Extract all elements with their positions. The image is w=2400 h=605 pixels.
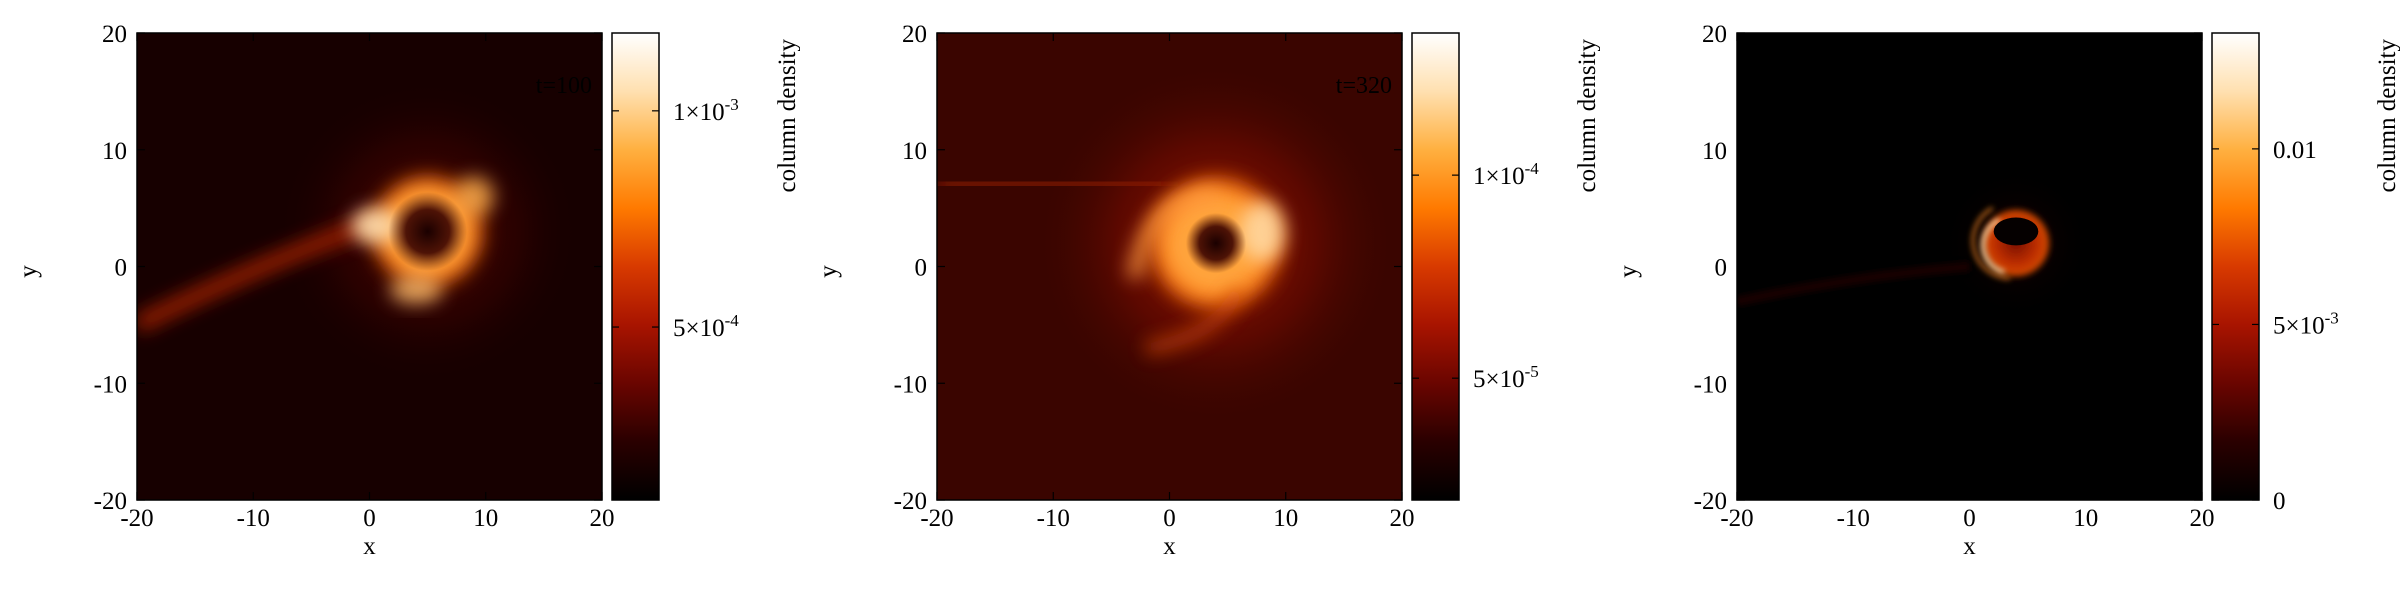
x-tick-label: 0	[1163, 505, 1176, 532]
heatmap-svg-1: -20 -10 0 10 20 -20 -10 0 10 20 x y t=100 5×10-4 1×10-…	[15, 21, 801, 560]
colorbar-label: column density	[2374, 39, 2400, 193]
plot-area	[137, 33, 602, 500]
y-tick-label: -10	[94, 371, 127, 398]
x-tick-label: -10	[1037, 505, 1070, 532]
colorbar-label: column density	[774, 39, 800, 193]
y-axis-label: y	[815, 265, 842, 278]
x-tick-label: 10	[2073, 505, 2098, 532]
colorbar	[1411, 32, 1460, 501]
x-tick-label: 10	[473, 505, 498, 532]
central-hole	[388, 191, 468, 271]
panel-2: -20 -10 0 10 20 -20 -10 0 10 20 x y t=320 5×10-5 1×10-…	[800, 0, 1601, 600]
x-tick-label: -20	[1720, 505, 1753, 532]
colorbar-label: column density	[1574, 39, 1600, 193]
panel-1: -20 -10 0 10 20 -20 -10 0 10 20 x y t=100 5×10-4 1×10-…	[0, 0, 801, 600]
colorbar-tick-label: 5×10-4	[673, 311, 739, 342]
x-tick-label: 0	[1963, 505, 1976, 532]
colorbar	[2211, 32, 2260, 501]
y-tick-label: 10	[1702, 138, 1727, 165]
y-axis-label: y	[1615, 265, 1642, 278]
y-tick-label: 20	[902, 21, 927, 48]
y-tick-label: 0	[915, 255, 928, 282]
colorbar-tick-label: 5×10-3	[2273, 308, 2339, 339]
bright-patch	[1240, 201, 1285, 262]
central-hole	[1185, 212, 1247, 274]
x-tick-label: 20	[590, 505, 615, 532]
colorbar-tick-label: 1×10-3	[673, 95, 739, 126]
y-tick-label: 20	[102, 21, 127, 48]
y-tick-label: 20	[1702, 21, 1727, 48]
gas-stream	[937, 173, 1170, 194]
bright-patch	[351, 207, 400, 244]
y-tick-label: -20	[894, 488, 927, 515]
y-tick-label: -10	[894, 371, 927, 398]
colorbar-tick-label: 0	[2273, 488, 2286, 515]
colorbar-tick-label: 1×10-4	[1473, 159, 1539, 190]
x-tick-label: -10	[237, 505, 270, 532]
bright-patch	[390, 275, 442, 304]
y-tick-label: -20	[94, 488, 127, 515]
spiral-arm	[1145, 286, 1246, 356]
x-axis-label: x	[1163, 533, 1176, 560]
panel-3: -20 -10 0 10 20 -20 -10 0 10 20 x y 0 5×10-3 0.01 colum…	[1600, 0, 2400, 600]
y-tick-label: 10	[902, 138, 927, 165]
x-tick-label: 20	[2190, 505, 2215, 532]
y-tick-label: 0	[1715, 255, 1728, 282]
x-tick-label: -10	[1837, 505, 1870, 532]
colorbar-tick-label: 0.01	[2273, 137, 2317, 164]
bright-arc	[1981, 217, 2005, 275]
central-hole	[1993, 217, 2039, 246]
plot-area	[1737, 33, 2202, 500]
y-tick-label: -20	[1694, 488, 1727, 515]
x-tick-label: -20	[920, 505, 953, 532]
x-tick-label: 20	[1390, 505, 1415, 532]
colorbar-tick-label: 5×10-5	[1473, 362, 1539, 393]
x-tick-label: -20	[120, 505, 153, 532]
time-label: t=320	[1336, 73, 1392, 99]
spiral-arm	[1126, 188, 1217, 280]
bright-arc	[1971, 206, 2011, 280]
heatmap-svg-2: -20 -10 0 10 20 -20 -10 0 10 20 x y t=320 5×10-5 1×10-…	[815, 21, 1601, 560]
y-tick-label: -10	[1694, 371, 1727, 398]
x-tick-label: 10	[1273, 505, 1298, 532]
time-label: t=100	[536, 73, 592, 99]
x-axis-label: x	[363, 533, 376, 560]
x-axis-label: x	[1963, 533, 1976, 560]
y-tick-label: 0	[115, 255, 128, 282]
gas-stream	[1737, 261, 1970, 307]
gas-stream	[137, 211, 385, 333]
plot-area	[937, 33, 1402, 500]
bright-patch	[454, 176, 495, 217]
x-tick-label: 0	[363, 505, 376, 532]
y-tick-label: 10	[102, 138, 127, 165]
y-axis-label: y	[15, 265, 42, 278]
heatmap-svg-3: -20 -10 0 10 20 -20 -10 0 10 20 x y 0 5×10-3 0.01 colum…	[1615, 21, 2400, 560]
colorbar	[611, 32, 660, 501]
